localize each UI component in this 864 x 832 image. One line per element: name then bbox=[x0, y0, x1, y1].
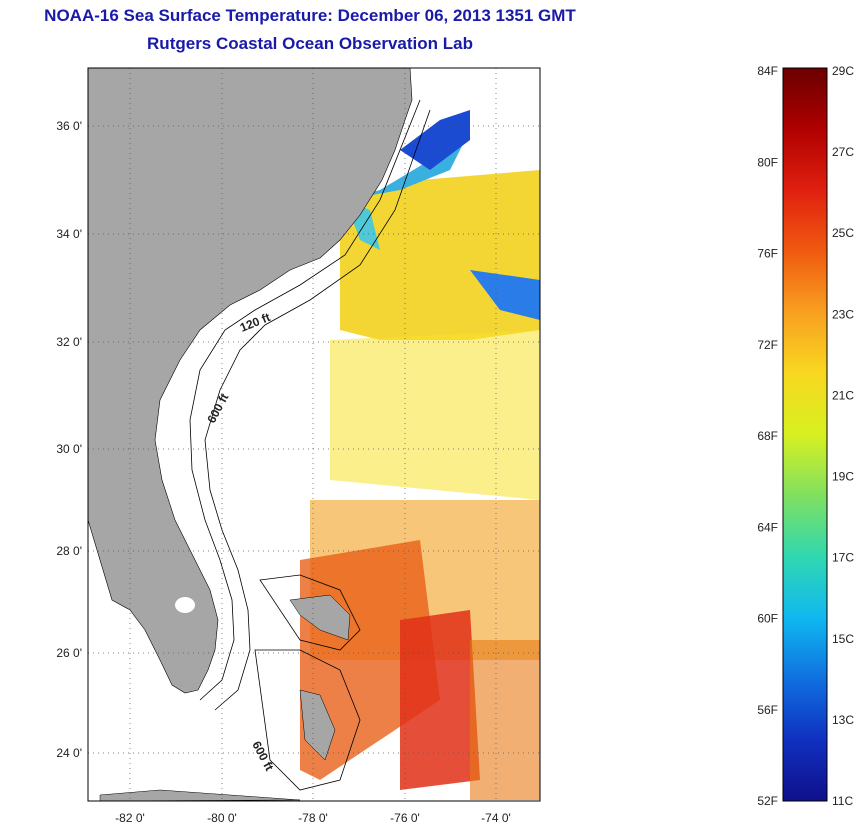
land bbox=[88, 68, 413, 801]
lat-tick-label: 36 0' bbox=[56, 119, 82, 133]
celsius-label: 11C bbox=[832, 794, 853, 808]
celsius-label: 13C bbox=[832, 713, 854, 727]
lat-tick-label: 32 0' bbox=[56, 335, 82, 349]
fahrenheit-label: 76F bbox=[757, 247, 778, 261]
fahrenheit-label: 84F bbox=[757, 64, 778, 78]
map-frame bbox=[87, 67, 541, 802]
lat-tick-label: 30 0' bbox=[56, 442, 82, 456]
celsius-labels: 29C 27C 25C 23C 21C 19C 17C 15C 13C 11C bbox=[832, 64, 854, 808]
lon-axis: -82 0' -80 0' -78 0' -76 0' -74 0' bbox=[115, 811, 511, 825]
celsius-label: 23C bbox=[832, 307, 854, 321]
lat-tick-label: 26 0' bbox=[56, 646, 82, 660]
celsius-label: 29C bbox=[832, 64, 854, 78]
lon-tick-label: -78 0' bbox=[298, 811, 328, 825]
map-subtitle: Rutgers Coastal Ocean Observation Lab bbox=[147, 34, 473, 53]
lat-tick-label: 34 0' bbox=[56, 227, 82, 241]
isobaths bbox=[189, 99, 431, 791]
sst-swath bbox=[300, 110, 540, 800]
lat-axis: 36 0' 34 0' 32 0' 30 0' 28 0' 26 0' 24 0… bbox=[56, 119, 82, 760]
lon-tick-label: -74 0' bbox=[481, 811, 511, 825]
celsius-label: 27C bbox=[832, 145, 854, 159]
lon-tick-label: -80 0' bbox=[207, 811, 237, 825]
lat-tick-label: 24 0' bbox=[56, 746, 82, 760]
celsius-label: 25C bbox=[832, 226, 854, 240]
colorbar-gradient bbox=[782, 67, 828, 802]
map-title: NOAA-16 Sea Surface Temperature: Decembe… bbox=[44, 6, 576, 25]
celsius-label: 21C bbox=[832, 388, 854, 402]
fahrenheit-label: 56F bbox=[757, 703, 778, 717]
fahrenheit-label: 80F bbox=[757, 155, 778, 169]
lat-tick-label: 28 0' bbox=[56, 544, 82, 558]
fahrenheit-labels: 84F 80F 76F 72F 68F 64F 60F 56F 52F bbox=[757, 64, 778, 808]
fahrenheit-label: 68F bbox=[757, 429, 778, 443]
fahrenheit-label: 52F bbox=[757, 794, 778, 808]
lon-tick-label: -76 0' bbox=[390, 811, 420, 825]
fahrenheit-label: 72F bbox=[757, 338, 778, 352]
lon-tick-label: -82 0' bbox=[115, 811, 145, 825]
graticule bbox=[88, 68, 540, 801]
celsius-label: 17C bbox=[832, 551, 854, 565]
celsius-label: 15C bbox=[832, 632, 854, 646]
celsius-label: 19C bbox=[832, 470, 854, 484]
fahrenheit-label: 64F bbox=[757, 520, 778, 534]
fahrenheit-label: 60F bbox=[757, 612, 778, 626]
